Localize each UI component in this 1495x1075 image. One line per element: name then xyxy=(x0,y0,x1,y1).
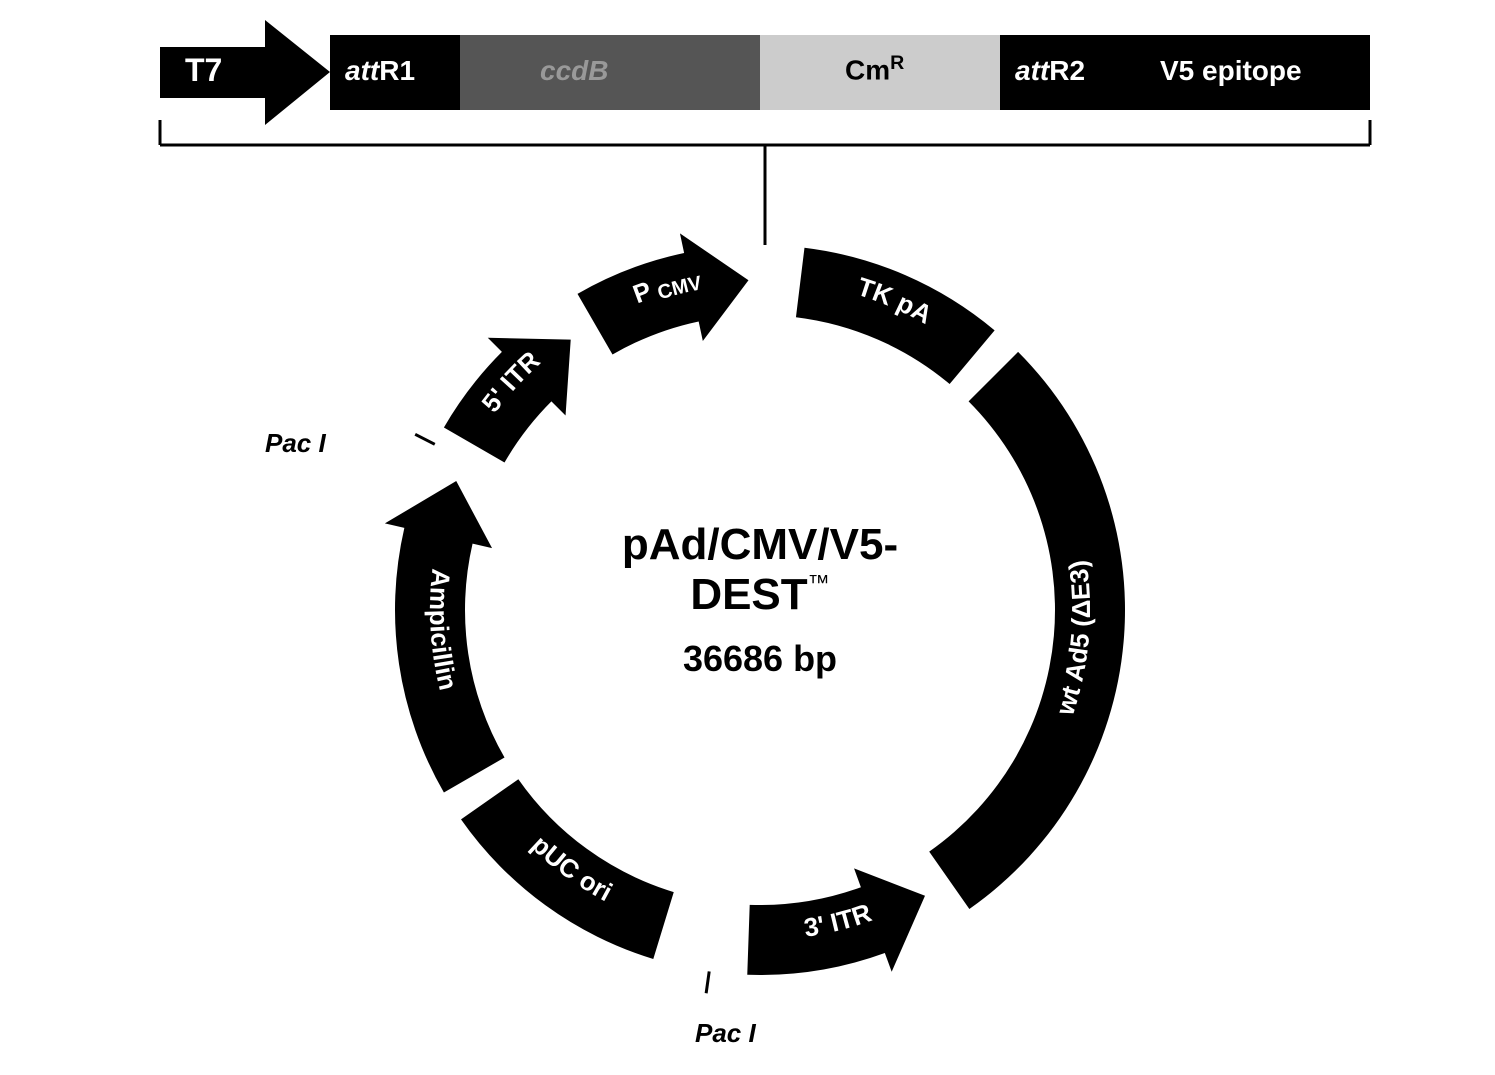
tk-pa-arc xyxy=(796,248,995,384)
plasmid-size: 36686 bp xyxy=(520,638,1000,680)
attr2-label: attR2 xyxy=(1015,55,1085,87)
t7-label: T7 xyxy=(185,52,222,89)
plasmid-title-line2: DEST™ xyxy=(520,570,1000,620)
diagram-root: TK pAwt Ad5 (ΔE3)3' ITRpUC oriAmpicillin… xyxy=(0,0,1495,1075)
paci-bottom-label: Pac I xyxy=(695,1018,756,1049)
cassette-bracket xyxy=(160,120,1370,245)
attr1-label: attR1 xyxy=(345,55,415,87)
paci-top-tick xyxy=(415,434,435,444)
paci-top-label: Pac I xyxy=(265,428,326,459)
plasmid-title-line1: pAd/CMV/V5- xyxy=(520,520,1000,570)
ccdb-label: ccdB xyxy=(540,55,608,87)
paci-bottom-tick xyxy=(706,971,709,993)
plasmid-title: pAd/CMV/V5- DEST™ 36686 bp xyxy=(520,520,1000,680)
ccdb-block xyxy=(460,35,760,110)
cmr-label: CmR xyxy=(845,52,904,86)
v5-label: V5 epitope xyxy=(1160,55,1302,87)
